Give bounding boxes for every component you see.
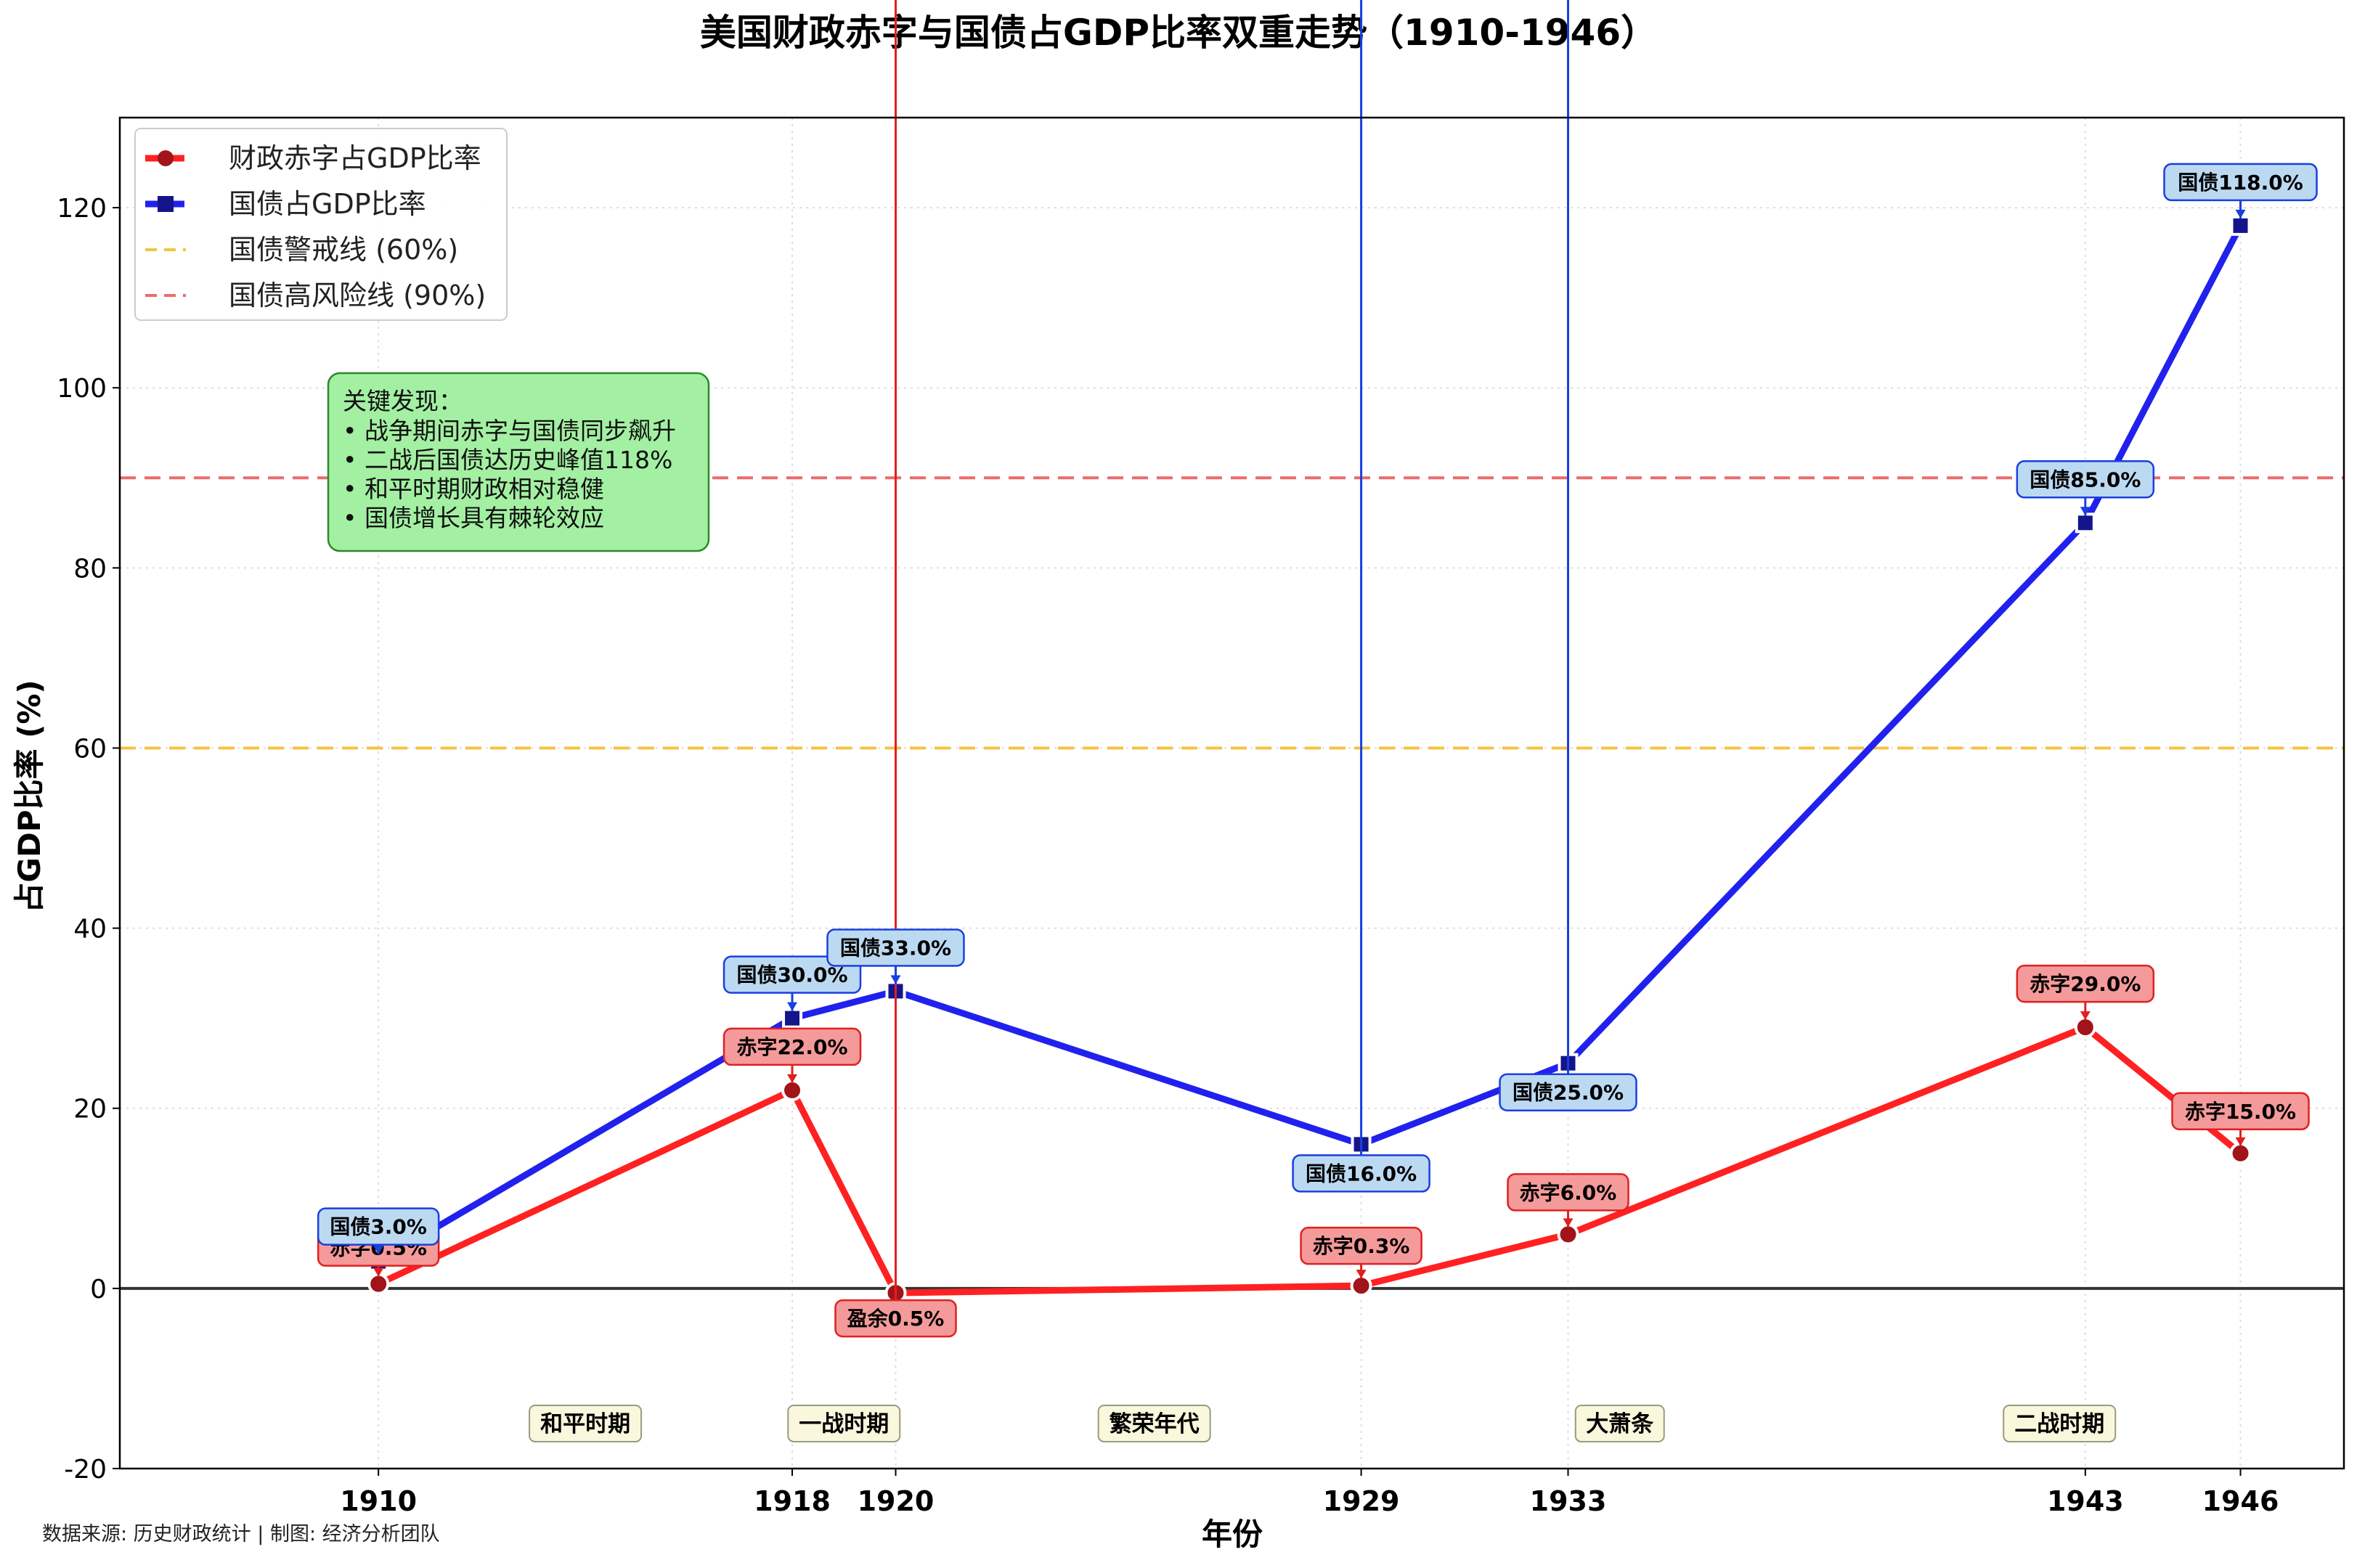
debt-point <box>2075 513 2096 534</box>
debt-label: 国债118.0% <box>2178 171 2303 195</box>
period-box <box>787 1404 901 1442</box>
x-tick-label: 1920 <box>858 1485 935 1517</box>
x-tick-label: 1946 <box>2202 1485 2279 1517</box>
deficit-label-arrowhead <box>2235 1137 2246 1146</box>
debt-label-box <box>317 1207 440 1246</box>
source-note: 数据来源: 历史财政统计 | 制图: 经济分析团队 <box>42 1523 440 1545</box>
period-box <box>1097 1404 1211 1442</box>
x-tick-label: 1929 <box>1323 1485 1400 1517</box>
y-tick-label: 80 <box>73 554 107 584</box>
debt-label-arrowhead <box>2080 507 2091 516</box>
legend-marker <box>158 196 174 212</box>
deficit-label: 赤字0.3% <box>1313 1234 1410 1258</box>
y-axis-label: 占GDP比率 (%) <box>12 679 47 912</box>
deficit-label: 赤字6.0% <box>1520 1180 1617 1204</box>
period-label: 一战时期 <box>799 1411 889 1437</box>
y-tick-label: 100 <box>57 374 107 404</box>
deficit-point <box>2229 1142 2252 1164</box>
data-labels: 赤字0.5%赤字22.0%盈余0.5%赤字0.3%赤字6.0%赤字29.0%赤字… <box>317 0 2318 1338</box>
plot-frame <box>118 116 2345 1470</box>
y-tick-label: 20 <box>73 1095 107 1124</box>
legend-entry: 国债警戒线 (60%) <box>229 234 458 266</box>
deficit-point <box>781 1079 804 1101</box>
debt-label: 国债33.0% <box>840 936 951 960</box>
debt-label-box <box>2163 163 2318 202</box>
legend-marker <box>158 150 174 166</box>
debt-label: 国债85.0% <box>2030 467 2141 491</box>
y-tick-label: 0 <box>90 1275 107 1304</box>
y-tick-label: 60 <box>73 734 107 764</box>
deficit-label-box <box>2171 1092 2310 1131</box>
debt-label: 国债30.0% <box>736 963 847 987</box>
y-axis-ticks: -20 0 20 40 60 80 100 120 <box>57 194 120 1485</box>
deficit-label: 盈余0.5% <box>847 1307 945 1331</box>
legend-entry: 国债占GDP比率 <box>229 188 426 220</box>
debt-label-arrowhead <box>890 975 901 984</box>
x-tick-label: 1943 <box>2047 1485 2124 1517</box>
y-tick-label: 40 <box>73 915 107 944</box>
period-labels: 和平时期 一战时期 繁荣年代 大萧条 二战时期 <box>529 1404 2117 1442</box>
period-label: 大萧条 <box>1586 1411 1653 1437</box>
y-tick-label: 120 <box>57 194 107 224</box>
deficit-label-box <box>2016 964 2155 1003</box>
deficit-point <box>1557 1223 1579 1246</box>
x-tick-label: 1910 <box>340 1485 417 1517</box>
key-findings-line: • 战争期间赤字与国债同步飙升 <box>343 417 676 445</box>
x-tick-label: 1918 <box>754 1485 831 1517</box>
debt-label: 国债16.0% <box>1306 1161 1417 1185</box>
deficit-label-box <box>722 1027 862 1066</box>
period-box <box>529 1404 643 1442</box>
debt-point <box>2230 215 2251 236</box>
period-label: 和平时期 <box>540 1411 630 1437</box>
deficit-label-arrowhead <box>1563 1218 1574 1228</box>
debt-point <box>782 1008 803 1029</box>
debt-label-arrowhead <box>2235 209 2246 219</box>
period-label: 二战时期 <box>2014 1411 2104 1437</box>
key-findings-line: • 二战后国债达历史峰值118% <box>343 446 672 474</box>
chart-title: 美国财政赤字与国债占GDP比率双重走势（1910-1946） <box>700 12 1657 54</box>
period-label: 繁荣年代 <box>1110 1411 1200 1437</box>
x-tick-label: 1933 <box>1530 1485 1607 1517</box>
key-findings-title: 关键发现： <box>343 387 463 415</box>
debt-label-box <box>722 955 862 994</box>
x-axis-ticks: 1910 1918 1920 1929 1933 1943 1946 <box>340 1469 2279 1517</box>
legend-entry: 国债高风险线 (90%) <box>229 279 486 311</box>
period-box <box>1574 1404 1665 1442</box>
key-findings-line: • 和平时期财政相对稳健 <box>343 475 604 503</box>
deficit-point <box>367 1273 390 1295</box>
debt-label: 国债25.0% <box>1513 1081 1624 1105</box>
deficit-label: 赤字29.0% <box>2030 972 2141 996</box>
debt-label: 国债3.0% <box>330 1215 427 1239</box>
debt-label-box <box>826 928 965 967</box>
key-findings-box: 关键发现： • 战争期间赤字与国债同步飙升 • 二战后国债达历史峰值118% •… <box>327 372 710 552</box>
deficit-label-box <box>834 1299 957 1338</box>
debt-label-box <box>1292 1154 1430 1193</box>
deficit-point <box>1350 1275 1372 1297</box>
debt-label-arrowhead <box>787 1002 798 1011</box>
debt-label-box <box>1499 1073 1637 1111</box>
deficit-label: 赤字22.0% <box>736 1035 847 1059</box>
deficit-label-arrowhead <box>373 1267 384 1277</box>
y-tick-label: -20 <box>64 1455 107 1485</box>
deficit-label-arrowhead <box>787 1074 798 1083</box>
deficit-label-box <box>1300 1226 1422 1265</box>
legend-entry: 财政赤字占GDP比率 <box>229 142 481 174</box>
deficit-label-box <box>1507 1173 1629 1212</box>
debt-label-arrowhead <box>373 1245 384 1254</box>
deficit-label-arrowhead <box>1356 1270 1367 1279</box>
period-box <box>2003 1404 2117 1442</box>
deficit-point <box>2074 1016 2096 1039</box>
deficit-label: 赤字15.0% <box>2185 1100 2296 1124</box>
x-axis-label: 年份 <box>1202 1516 1263 1552</box>
key-findings-line: • 国债增长具有棘轮效应 <box>343 504 604 532</box>
deficit-label-arrowhead <box>2080 1011 2091 1021</box>
debt-label-box <box>2016 460 2155 499</box>
